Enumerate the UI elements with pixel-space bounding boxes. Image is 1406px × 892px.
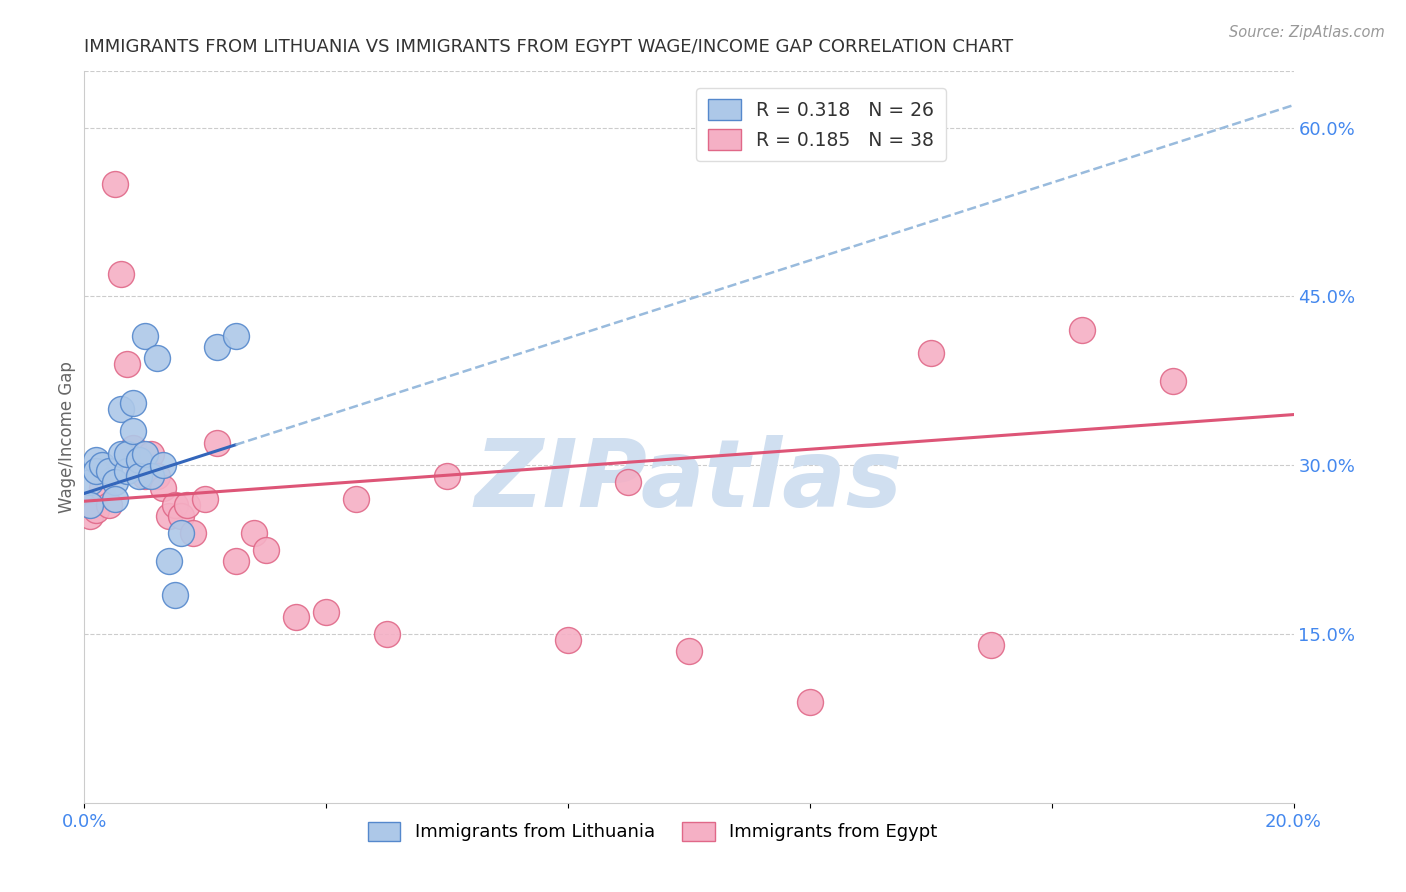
Point bbox=[121, 425, 143, 439]
Point bbox=[97, 498, 120, 512]
Point bbox=[225, 554, 247, 568]
Text: Source: ZipAtlas.com: Source: ZipAtlas.com bbox=[1229, 25, 1385, 40]
Point bbox=[110, 401, 132, 416]
Point bbox=[121, 442, 143, 456]
Point bbox=[139, 447, 162, 461]
Y-axis label: Wage/Income Gap: Wage/Income Gap bbox=[58, 361, 76, 513]
Point bbox=[115, 464, 138, 478]
Point bbox=[375, 627, 398, 641]
Point bbox=[920, 345, 942, 359]
Point bbox=[165, 588, 187, 602]
Point bbox=[1071, 323, 1094, 337]
Point bbox=[557, 632, 579, 647]
Point bbox=[134, 469, 156, 483]
Point bbox=[110, 267, 132, 281]
Point bbox=[194, 491, 217, 506]
Point bbox=[285, 610, 308, 624]
Point bbox=[97, 464, 120, 478]
Point bbox=[799, 694, 821, 708]
Point bbox=[157, 554, 180, 568]
Point bbox=[678, 644, 700, 658]
Point bbox=[79, 498, 101, 512]
Point bbox=[207, 435, 229, 450]
Legend: Immigrants from Lithuania, Immigrants from Egypt: Immigrants from Lithuania, Immigrants fr… bbox=[361, 814, 945, 848]
Point bbox=[617, 475, 640, 489]
Point bbox=[242, 525, 264, 540]
Point bbox=[181, 525, 204, 540]
Point bbox=[104, 491, 127, 506]
Text: ZIPatlas: ZIPatlas bbox=[475, 435, 903, 527]
Point bbox=[176, 498, 198, 512]
Point bbox=[134, 328, 156, 343]
Point bbox=[165, 498, 187, 512]
Point bbox=[152, 481, 174, 495]
Point bbox=[110, 447, 132, 461]
Point bbox=[121, 396, 143, 410]
Point bbox=[128, 452, 150, 467]
Point bbox=[79, 498, 101, 512]
Point bbox=[104, 475, 127, 489]
Point bbox=[1161, 374, 1184, 388]
Point bbox=[170, 525, 193, 540]
Point bbox=[86, 464, 108, 478]
Point bbox=[79, 475, 101, 489]
Point bbox=[157, 508, 180, 523]
Point bbox=[207, 340, 229, 354]
Point bbox=[86, 452, 108, 467]
Point bbox=[79, 508, 101, 523]
Point bbox=[254, 542, 277, 557]
Point bbox=[225, 328, 247, 343]
Point bbox=[146, 469, 169, 483]
Point bbox=[436, 469, 458, 483]
Point bbox=[104, 177, 127, 191]
Point bbox=[86, 503, 108, 517]
Point bbox=[346, 491, 368, 506]
Point bbox=[115, 357, 138, 371]
Point bbox=[128, 469, 150, 483]
Point bbox=[91, 481, 114, 495]
Point bbox=[91, 458, 114, 473]
Point bbox=[170, 508, 193, 523]
Point bbox=[134, 458, 156, 473]
Text: IMMIGRANTS FROM LITHUANIA VS IMMIGRANTS FROM EGYPT WAGE/INCOME GAP CORRELATION C: IMMIGRANTS FROM LITHUANIA VS IMMIGRANTS … bbox=[84, 38, 1014, 56]
Point bbox=[315, 605, 337, 619]
Point bbox=[146, 351, 169, 366]
Point bbox=[152, 458, 174, 473]
Point bbox=[115, 447, 138, 461]
Point bbox=[128, 464, 150, 478]
Point bbox=[139, 469, 162, 483]
Point bbox=[980, 638, 1002, 652]
Point bbox=[134, 447, 156, 461]
